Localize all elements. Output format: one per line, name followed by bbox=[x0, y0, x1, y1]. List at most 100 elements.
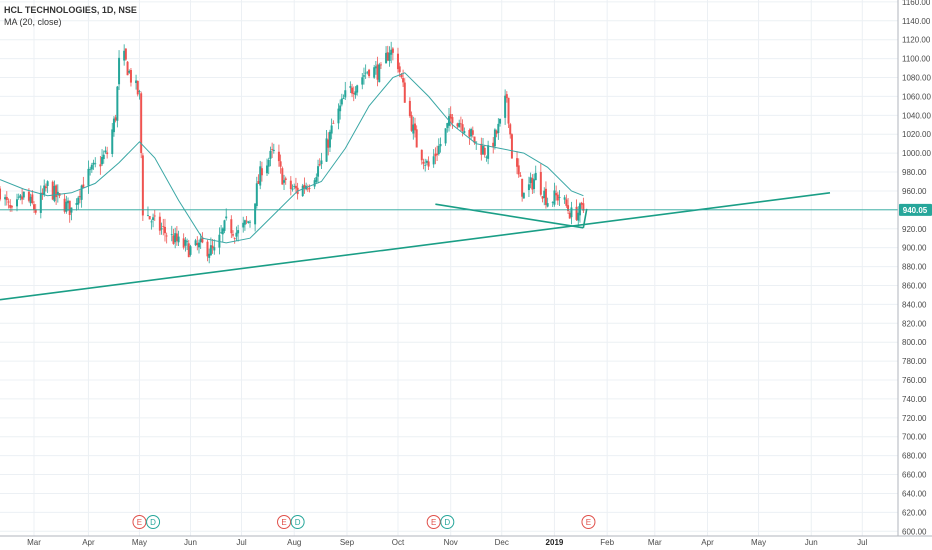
candle-body bbox=[277, 151, 280, 162]
candle-body bbox=[325, 138, 328, 162]
candle-body bbox=[199, 238, 202, 243]
candle-body bbox=[87, 168, 90, 186]
candle-body bbox=[420, 149, 423, 161]
candle-body bbox=[233, 238, 236, 239]
candle-body bbox=[232, 234, 235, 236]
candle-body bbox=[283, 180, 286, 183]
candle-body bbox=[165, 235, 168, 237]
candle-body bbox=[75, 203, 78, 205]
candle-body bbox=[551, 201, 554, 203]
dividend-marker[interactable] bbox=[440, 515, 455, 529]
candle-body bbox=[272, 149, 275, 151]
candle-body bbox=[27, 191, 30, 201]
candle-body bbox=[123, 50, 126, 61]
x-tick-label: Jul bbox=[236, 538, 246, 547]
candle-body bbox=[184, 239, 187, 246]
candle-body bbox=[362, 75, 365, 77]
y-tick-label: 820.00 bbox=[902, 319, 927, 328]
candle-body bbox=[408, 100, 411, 116]
candle-body bbox=[22, 191, 25, 198]
candle-body bbox=[148, 216, 151, 220]
candle-body bbox=[385, 52, 388, 64]
y-tick-label: 740.00 bbox=[902, 395, 927, 404]
candle-body bbox=[136, 80, 139, 95]
earnings-marker[interactable] bbox=[277, 515, 292, 529]
candle-body bbox=[44, 186, 47, 189]
candle-body bbox=[507, 97, 510, 124]
trendline[interactable] bbox=[435, 203, 584, 229]
candle-body bbox=[517, 165, 520, 175]
candle-body bbox=[118, 57, 121, 85]
trendlines[interactable] bbox=[0, 192, 898, 301]
candle-body bbox=[510, 134, 513, 159]
y-tick-label: 1100.00 bbox=[902, 55, 931, 64]
candle-body bbox=[41, 192, 44, 195]
candle-body bbox=[403, 82, 406, 103]
candle-body bbox=[279, 161, 282, 167]
candle-body bbox=[519, 175, 522, 177]
x-tick-label: May bbox=[751, 538, 766, 547]
dividend-marker[interactable] bbox=[290, 515, 305, 529]
y-tick-label: 720.00 bbox=[902, 414, 927, 423]
candle-body bbox=[368, 69, 371, 77]
candle-body bbox=[4, 197, 7, 200]
candle-body bbox=[480, 143, 483, 155]
candle-body bbox=[89, 168, 92, 170]
x-tick-label: Jun bbox=[184, 538, 197, 547]
candle-body bbox=[39, 192, 42, 213]
dividend-marker[interactable] bbox=[146, 515, 161, 529]
trendline[interactable] bbox=[0, 192, 831, 301]
y-tick-label: 600.00 bbox=[902, 527, 927, 536]
event-marker-label: E bbox=[137, 518, 142, 527]
candle-body bbox=[106, 152, 109, 155]
candle-body bbox=[340, 98, 343, 105]
event-marker-label: E bbox=[431, 518, 436, 527]
candle-body bbox=[243, 220, 246, 225]
earnings-marker[interactable] bbox=[132, 515, 147, 529]
event-marker-label: D bbox=[150, 518, 156, 527]
candle-body bbox=[352, 93, 355, 94]
candle-body bbox=[223, 220, 226, 231]
candle-body bbox=[413, 123, 416, 131]
trendline[interactable] bbox=[582, 208, 588, 228]
candle-body bbox=[10, 206, 13, 208]
candle-body bbox=[211, 245, 214, 249]
candle-body bbox=[354, 91, 357, 96]
candle-body bbox=[153, 215, 156, 217]
y-tick-label: 640.00 bbox=[902, 489, 927, 498]
candle-body bbox=[289, 180, 292, 189]
candle-body bbox=[80, 185, 83, 200]
candle-body bbox=[463, 130, 466, 134]
candle-body bbox=[196, 243, 199, 246]
candle-body bbox=[330, 125, 333, 134]
candle-body bbox=[33, 204, 36, 210]
candle-body bbox=[531, 178, 534, 190]
x-tick-label: Jun bbox=[805, 538, 818, 547]
candle-body bbox=[172, 235, 175, 244]
candle-body bbox=[254, 203, 257, 225]
candle-body bbox=[208, 253, 211, 258]
candle-body bbox=[235, 232, 238, 237]
candle-body bbox=[291, 188, 294, 190]
y-tick-label: 880.00 bbox=[902, 263, 927, 272]
candle-body bbox=[82, 184, 85, 188]
candle-body bbox=[55, 185, 58, 198]
earnings-marker[interactable] bbox=[581, 515, 596, 529]
candle-body bbox=[163, 226, 166, 234]
candle-body bbox=[269, 150, 272, 159]
candle-body bbox=[140, 93, 143, 153]
candle-body bbox=[138, 91, 141, 92]
x-tick-label: Oct bbox=[392, 538, 405, 547]
candle-body bbox=[470, 129, 473, 137]
y-tick-label: 780.00 bbox=[902, 357, 927, 366]
candle-body bbox=[128, 71, 131, 73]
candle-body bbox=[351, 87, 354, 94]
candle-body bbox=[67, 200, 70, 204]
candle-body bbox=[141, 155, 144, 216]
candle-body bbox=[415, 129, 418, 148]
candle-body bbox=[174, 233, 177, 243]
earnings-marker[interactable] bbox=[426, 515, 441, 529]
candle-body bbox=[257, 181, 260, 184]
